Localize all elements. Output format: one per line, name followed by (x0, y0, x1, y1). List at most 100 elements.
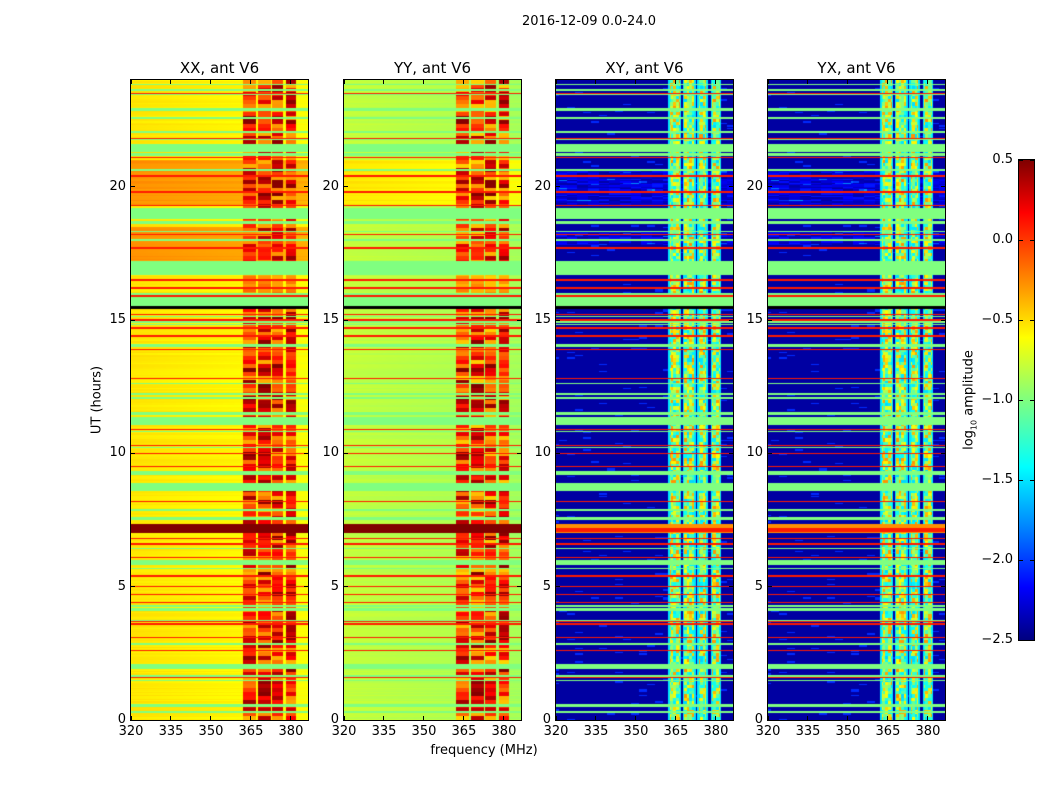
y-tick-mark (729, 719, 733, 721)
y-tick-label: 0 (117, 712, 126, 727)
y-tick-mark (304, 719, 308, 721)
colorbar-tick-mark (1019, 399, 1023, 401)
x-tick-mark (130, 80, 132, 84)
x-tick-label: 320 (331, 724, 357, 739)
y-tick-mark (941, 452, 945, 454)
figure-title: 2016-12-09 0.0-24.0 (522, 14, 656, 29)
y-tick-label: 15 (322, 312, 339, 327)
y-tick-label: 15 (534, 312, 551, 327)
x-tick-label: 350 (411, 724, 437, 739)
x-tick-mark (847, 80, 849, 84)
y-tick-mark (304, 586, 308, 588)
x-tick-mark (383, 716, 385, 720)
x-tick-mark (555, 716, 557, 720)
y-tick-mark (729, 319, 733, 321)
x-tick-mark (343, 80, 345, 84)
x-tick-mark (675, 80, 677, 84)
y-tick-label: 20 (109, 178, 126, 194)
colorbar-label-sub: 10 (969, 419, 979, 431)
y-tick-mark (768, 186, 772, 188)
y-tick-mark (304, 452, 308, 454)
x-tick-mark (555, 80, 557, 84)
x-tick-mark (290, 716, 292, 720)
x-tick-mark (887, 716, 889, 720)
x-tick-mark (423, 716, 425, 720)
x-tick-mark (715, 80, 717, 84)
y-tick-label: 20 (746, 178, 763, 194)
colorbar-tick-mark (1030, 479, 1034, 481)
y-tick-mark (304, 186, 308, 188)
y-tick-label: 5 (542, 578, 551, 594)
y-tick-label: 10 (109, 445, 126, 461)
colorbar-label-prefix: log (961, 430, 977, 450)
y-tick-mark (941, 586, 945, 588)
x-tick-mark (887, 80, 889, 84)
x-tick-mark (130, 716, 132, 720)
y-tick-label: 5 (754, 578, 763, 594)
x-tick-label: 365 (451, 724, 477, 739)
panel-title: YY, ant V6 (393, 59, 471, 77)
x-tick-mark (463, 716, 465, 720)
colorbar-tick-mark (1030, 159, 1034, 161)
panel-title: XY, ant V6 (605, 59, 684, 77)
y-tick-label: 10 (746, 445, 763, 461)
y-tick-mark (768, 319, 772, 321)
y-tick-mark (556, 452, 560, 454)
x-tick-mark (767, 716, 769, 720)
x-tick-label: 320 (118, 724, 144, 739)
y-tick-mark (941, 719, 945, 721)
x-tick-label: 365 (238, 724, 264, 739)
x-tick-mark (635, 716, 637, 720)
panel-title: YX, ant V6 (817, 59, 896, 77)
x-tick-label: 320 (543, 724, 569, 739)
x-tick-mark (463, 80, 465, 84)
colorbar-tick-label: −0.5 (981, 312, 1013, 327)
x-tick-mark (170, 716, 172, 720)
colorbar-tick-mark (1019, 639, 1023, 641)
y-tick-mark (556, 719, 560, 721)
heatmap-image (556, 80, 733, 720)
y-tick-label: 0 (754, 712, 763, 727)
x-tick-mark (170, 80, 172, 84)
colorbar-label: log10 amplitude (962, 350, 979, 450)
x-tick-label: 350 (623, 724, 649, 739)
y-tick-mark (729, 452, 733, 454)
colorbar-tick-label: −1.5 (981, 472, 1013, 487)
x-tick-mark (343, 716, 345, 720)
x-tick-mark (423, 80, 425, 84)
heatmap-panel (130, 79, 309, 721)
x-tick-mark (595, 80, 597, 84)
x-tick-mark (250, 80, 252, 84)
x-tick-mark (290, 80, 292, 84)
x-tick-label: 335 (583, 724, 609, 739)
x-tick-label: 380 (491, 724, 517, 739)
heatmap-panel (767, 79, 946, 721)
colorbar-tick-mark (1019, 559, 1023, 561)
y-tick-mark (517, 319, 521, 321)
y-tick-mark (344, 586, 348, 588)
y-tick-label: 10 (534, 445, 551, 461)
x-tick-mark (383, 80, 385, 84)
x-tick-mark (595, 716, 597, 720)
x-tick-mark (767, 80, 769, 84)
x-axis-label: frequency (MHz) (430, 743, 538, 758)
x-tick-label: 365 (875, 724, 901, 739)
colorbar-tick-mark (1019, 239, 1023, 241)
y-tick-mark (517, 186, 521, 188)
x-tick-label: 350 (835, 724, 861, 739)
y-tick-mark (131, 719, 135, 721)
colorbar-tick-mark (1019, 159, 1023, 161)
heatmap-image (131, 80, 308, 720)
x-tick-mark (807, 716, 809, 720)
colorbar-label-suffix: amplitude (961, 350, 977, 420)
y-tick-mark (131, 319, 135, 321)
y-tick-mark (131, 586, 135, 588)
y-tick-mark (344, 319, 348, 321)
y-axis-label: UT (hours) (89, 365, 105, 435)
colorbar-tick-label: −2.5 (981, 632, 1013, 647)
x-tick-mark (847, 716, 849, 720)
colorbar-tick-mark (1030, 239, 1034, 241)
x-tick-label: 335 (158, 724, 184, 739)
y-tick-mark (131, 452, 135, 454)
y-tick-label: 15 (746, 312, 763, 327)
